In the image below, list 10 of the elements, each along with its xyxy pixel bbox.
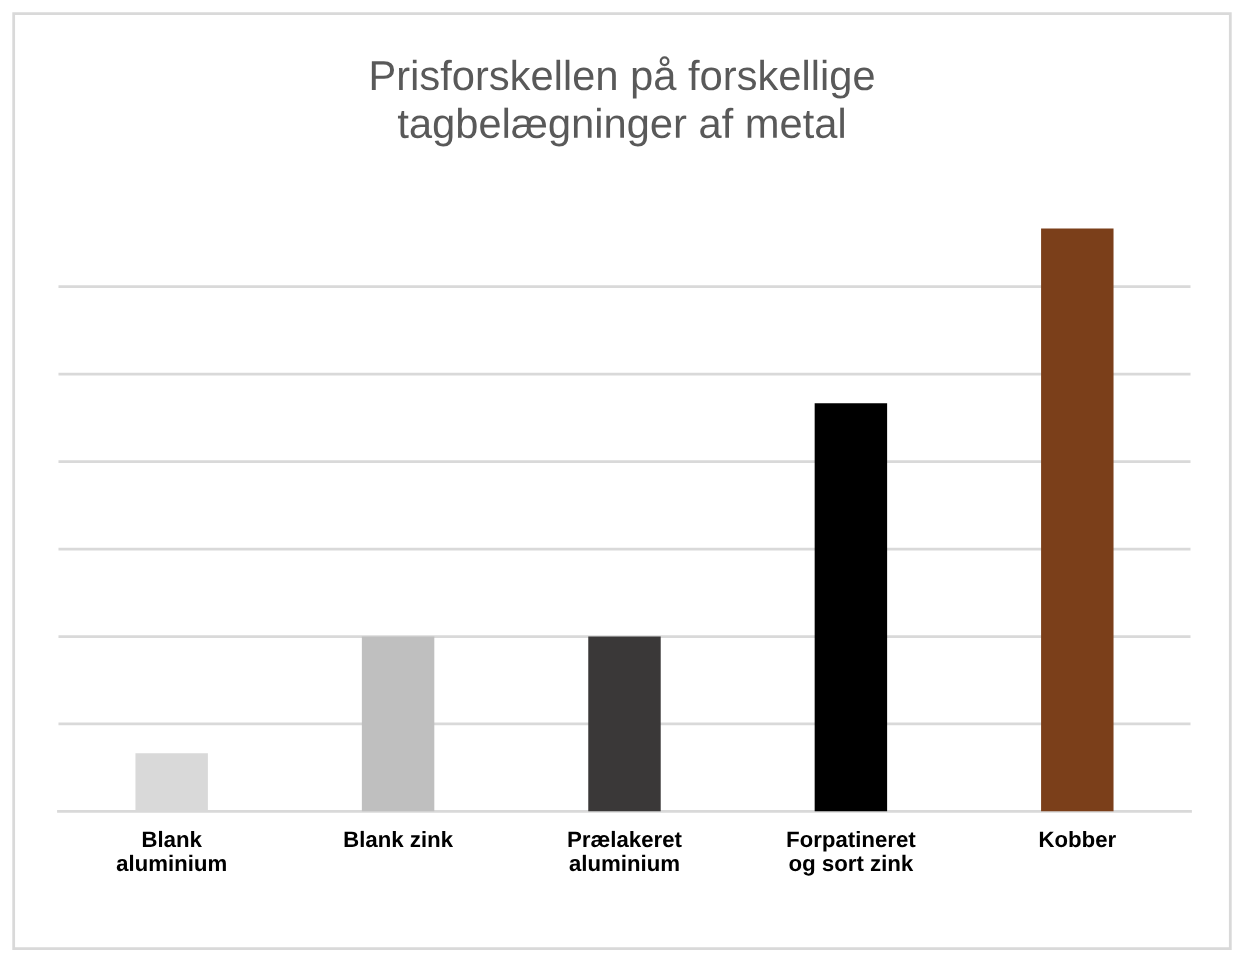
- bar: [1041, 228, 1114, 812]
- x-tick-label: Blank aluminium: [116, 830, 226, 872]
- bar: [814, 403, 888, 812]
- x-tick-label: Blank zink: [344, 830, 454, 848]
- bar: [361, 636, 435, 812]
- x-tick-label: Forpatineret og sort zink: [787, 830, 916, 876]
- x-tick-label: Prælakeret aluminium: [568, 830, 682, 872]
- chart-title: Prisforskellen på forskellige tagbelægninger af metal: [371, 56, 874, 147]
- x-tick-label: Kobber: [1039, 830, 1116, 848]
- bar: [588, 636, 661, 812]
